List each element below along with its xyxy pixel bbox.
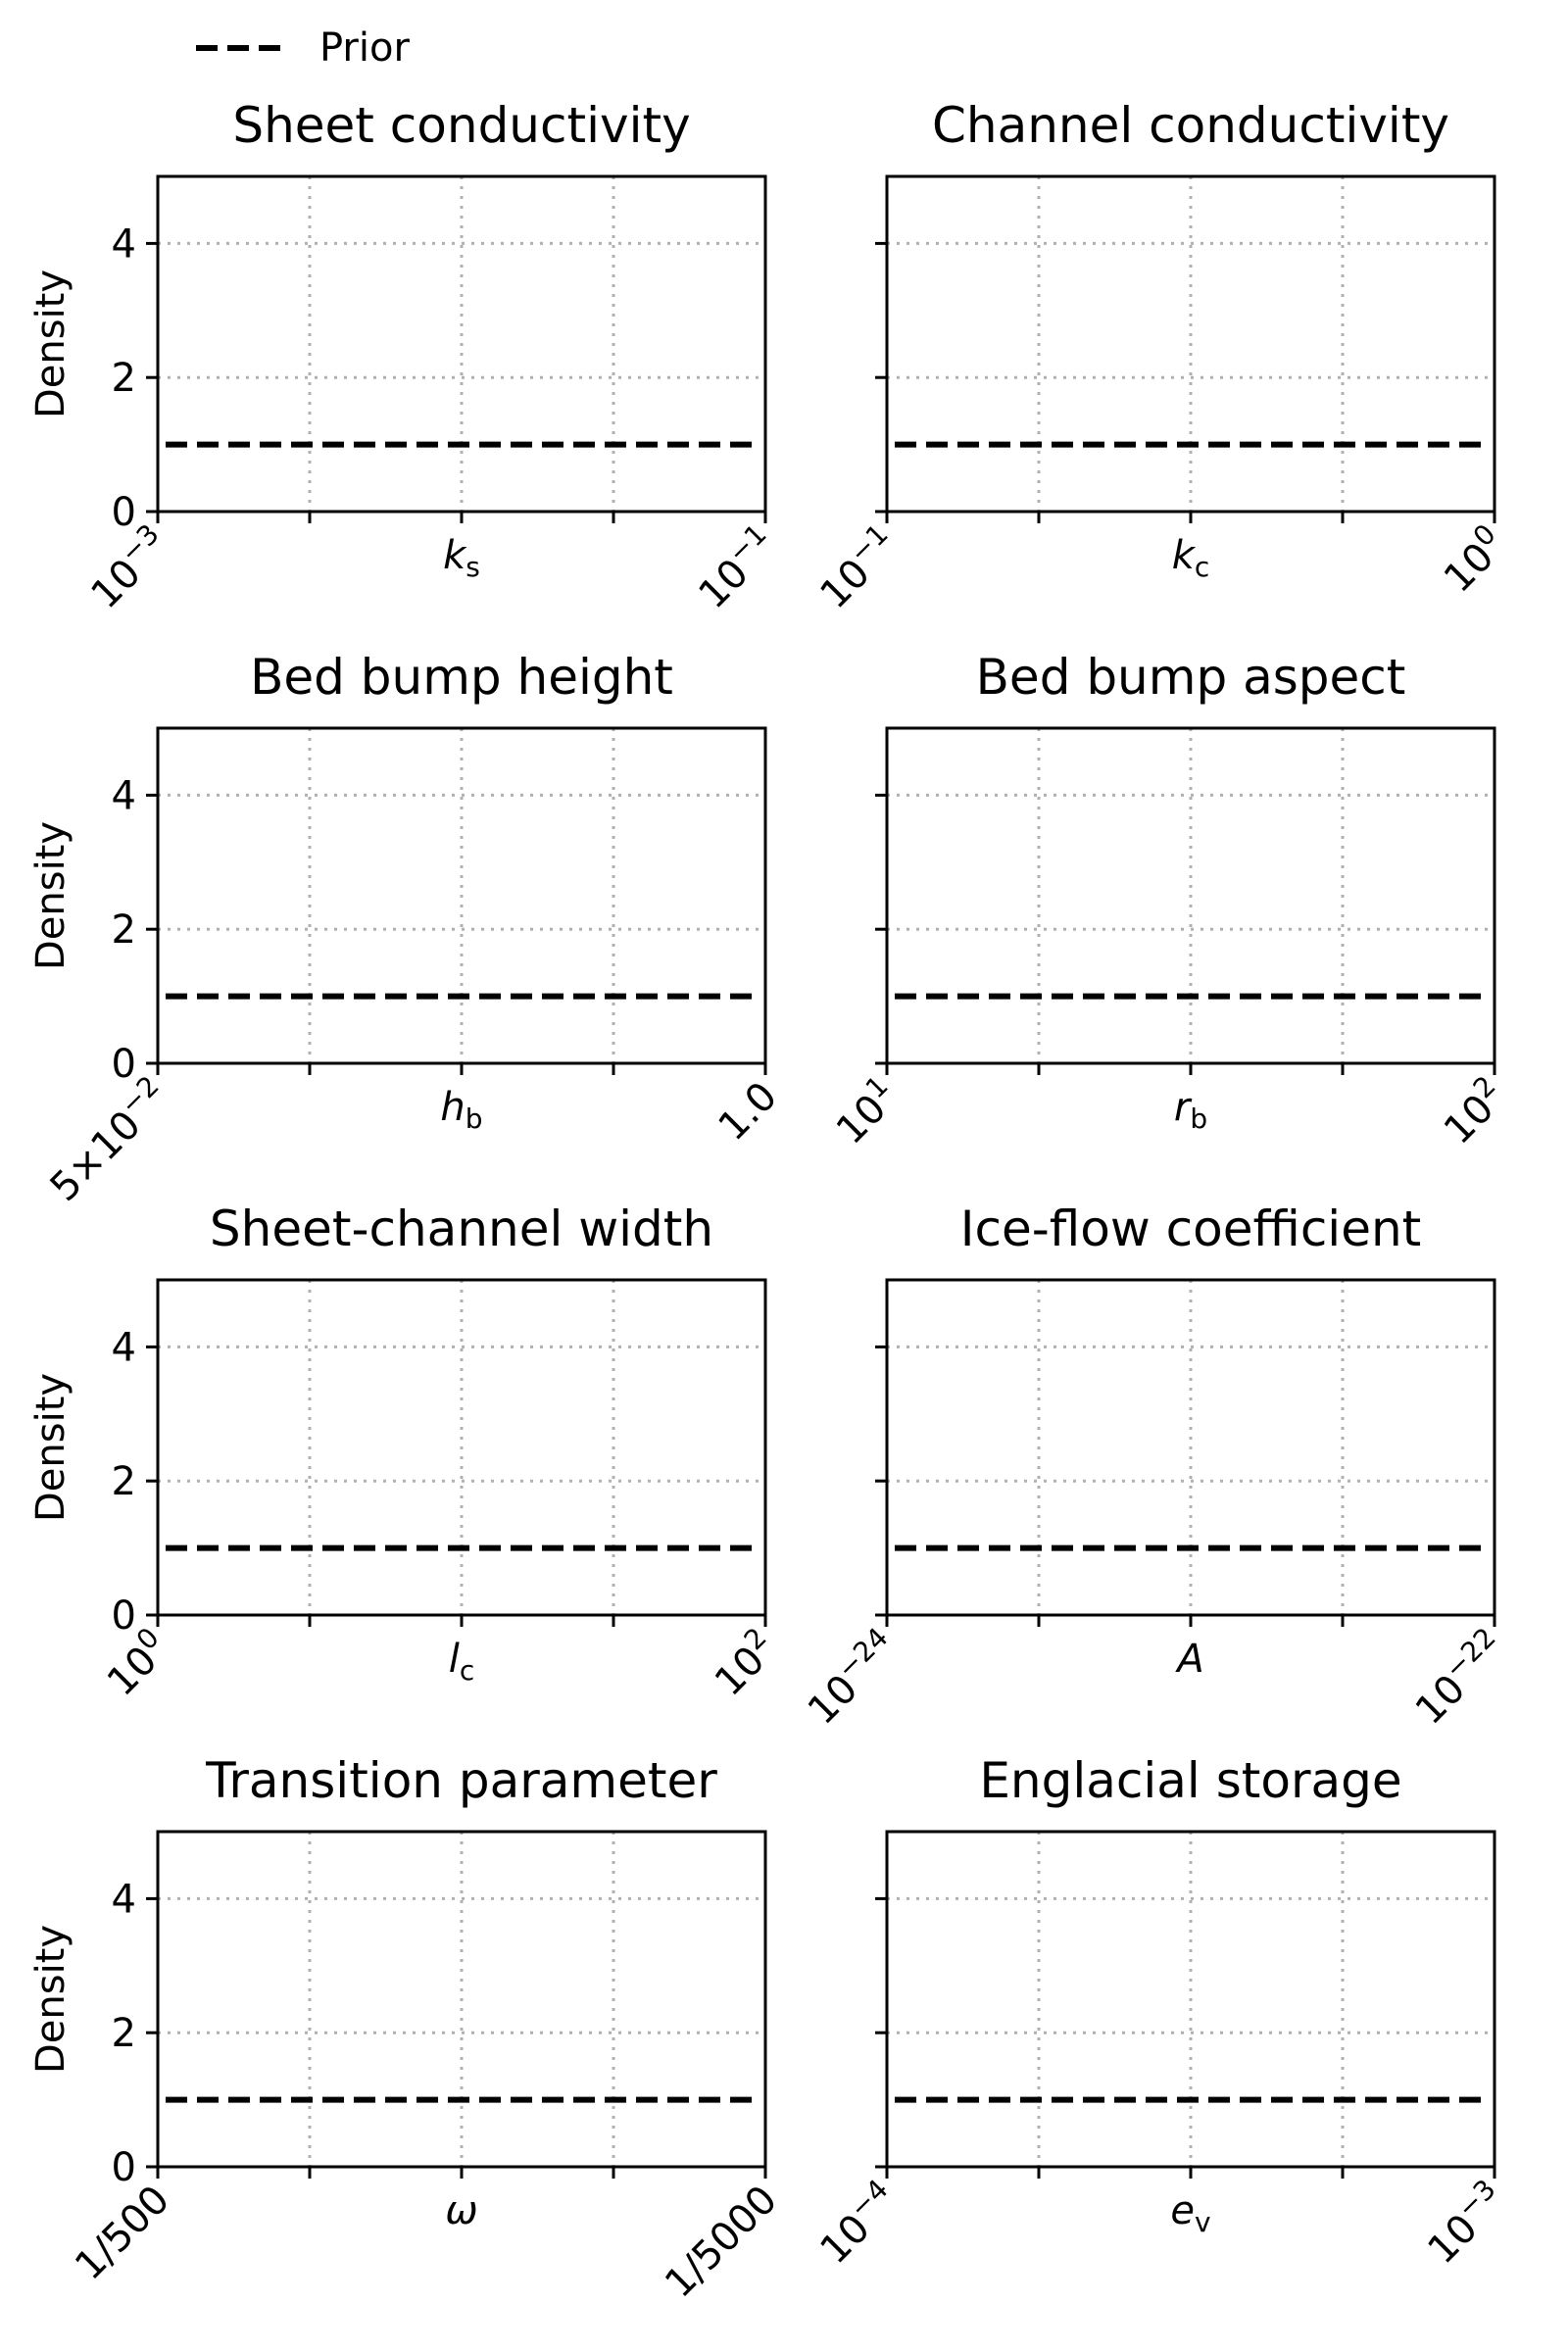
x-tick-label: 102 xyxy=(1432,1069,1515,1152)
x-axis-label: ks xyxy=(443,533,480,583)
y-tick-label: 4 xyxy=(112,221,136,267)
legend-prior-label: Prior xyxy=(319,25,410,71)
panel-title: Bed bump aspect xyxy=(976,649,1406,706)
panel-5: 0 2 4 100 102 lc Density Sheet-channel width xyxy=(28,1200,786,1705)
legend: Prior xyxy=(196,25,410,71)
x-tick-label: 100 xyxy=(1432,517,1515,601)
panel-3: 0 2 4 5×10−2 1.0 hb Density Bed bump height xyxy=(28,649,786,1210)
panel-title: Sheet conductivity xyxy=(232,97,690,154)
panel-title: Ice-flow coefficient xyxy=(960,1200,1422,1257)
panel-title: Bed bump height xyxy=(250,649,673,706)
x-tick-label: 1.0 xyxy=(710,1074,787,1151)
x-axis-label: rb xyxy=(1174,1085,1207,1135)
panel-1: 0 2 4 10−3 10−1 ks Density Sheet conductivity xyxy=(28,97,786,617)
y-tick-label: 4 xyxy=(112,1877,136,1922)
x-axis-label: ev xyxy=(1170,2188,1210,2238)
panel-6: 10−24 10−22 A Ice-flow coefficient xyxy=(796,1200,1516,1734)
panel-title: Transition parameter xyxy=(205,1752,717,1809)
x-axis-label: ω xyxy=(445,2188,478,2233)
y-tick-label: 0 xyxy=(112,2145,136,2190)
x-axis-label: kc xyxy=(1172,533,1210,583)
y-tick-label: 2 xyxy=(112,356,136,401)
panel-title: Sheet-channel width xyxy=(210,1200,713,1257)
panel-title: Channel conductivity xyxy=(932,97,1449,154)
x-axis-label: hb xyxy=(440,1085,482,1135)
y-axis-label: Density xyxy=(28,821,74,970)
y-tick-label: 2 xyxy=(112,1459,136,1504)
x-tick-label: 10−1 xyxy=(686,517,786,617)
x-axis-label: A xyxy=(1174,1637,1203,1682)
y-tick-label: 0 xyxy=(112,1042,136,1087)
x-tick-label: 10−24 xyxy=(796,1621,908,1734)
x-tick-label: 100 xyxy=(95,1621,178,1704)
y-tick-label: 4 xyxy=(112,773,136,818)
y-tick-label: 4 xyxy=(112,1325,136,1370)
panel-8: 10−4 10−3 ev Englacial storage xyxy=(808,1752,1515,2273)
y-axis-label: Density xyxy=(28,1373,74,1522)
x-tick-label: 5×10−2 xyxy=(37,1069,178,1210)
x-axis-label: lc xyxy=(449,1637,475,1687)
x-tick-label: 1/500 xyxy=(67,2178,178,2289)
panel-2: 10−1 100 kc Channel conductivity xyxy=(808,97,1515,617)
x-tick-label: 10−3 xyxy=(1415,2173,1515,2273)
y-tick-label: 2 xyxy=(112,907,136,953)
y-tick-label: 0 xyxy=(112,1593,136,1639)
x-tick-label: 10−3 xyxy=(78,517,178,617)
y-axis-label: Density xyxy=(28,1925,74,2074)
panel-4: 101 102 rb Bed bump aspect xyxy=(824,649,1515,1153)
x-tick-label: 102 xyxy=(703,1621,786,1704)
x-tick-label: 10−1 xyxy=(808,517,907,617)
x-tick-label: 10−22 xyxy=(1403,1621,1516,1734)
x-tick-label: 101 xyxy=(824,1069,907,1152)
panel-7: 0 2 4 1/500 1/5000 ω Density Transition paramet… xyxy=(28,1752,786,2307)
y-axis-label: Density xyxy=(28,270,74,418)
panel-title: Englacial storage xyxy=(979,1752,1401,1809)
y-tick-label: 0 xyxy=(112,490,136,535)
x-tick-label: 10−4 xyxy=(808,2173,907,2273)
y-tick-label: 2 xyxy=(112,2011,136,2056)
x-tick-label: 1/5000 xyxy=(657,2178,786,2307)
